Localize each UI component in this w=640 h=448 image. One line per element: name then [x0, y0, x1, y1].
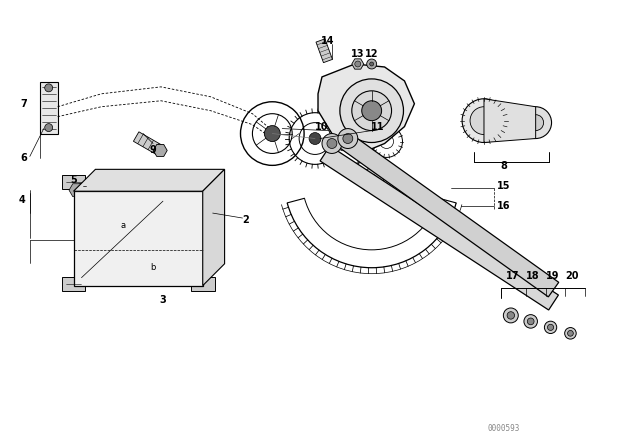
Text: 2: 2 [242, 215, 249, 225]
Text: 16: 16 [497, 201, 511, 211]
Polygon shape [69, 184, 84, 197]
Text: 13: 13 [351, 49, 365, 59]
Polygon shape [352, 59, 364, 69]
Text: 8: 8 [500, 161, 508, 171]
Polygon shape [340, 133, 559, 297]
Circle shape [45, 84, 52, 92]
Polygon shape [74, 191, 203, 286]
Text: 12: 12 [365, 49, 378, 59]
Circle shape [503, 308, 518, 323]
Text: 17: 17 [506, 271, 520, 281]
Text: 9: 9 [150, 146, 156, 155]
FancyBboxPatch shape [61, 175, 86, 189]
Circle shape [462, 99, 506, 142]
Text: 6: 6 [20, 153, 28, 164]
Circle shape [568, 331, 573, 336]
Circle shape [338, 129, 358, 148]
Text: 0000593: 0000593 [488, 424, 520, 433]
Text: 14: 14 [321, 36, 335, 46]
Polygon shape [316, 39, 332, 63]
Circle shape [528, 115, 543, 130]
Circle shape [343, 134, 353, 143]
Circle shape [327, 138, 337, 148]
Polygon shape [74, 169, 225, 191]
Text: 20: 20 [566, 271, 579, 281]
Text: 5: 5 [70, 175, 77, 185]
Circle shape [370, 62, 374, 66]
Circle shape [352, 91, 392, 130]
Circle shape [362, 101, 381, 121]
Ellipse shape [171, 224, 179, 252]
Polygon shape [318, 64, 415, 151]
Text: b: b [150, 263, 156, 272]
Circle shape [545, 321, 557, 333]
Polygon shape [484, 99, 536, 142]
Circle shape [360, 168, 383, 192]
Text: 10: 10 [316, 121, 329, 132]
Text: 3: 3 [159, 294, 166, 305]
Circle shape [340, 79, 403, 142]
Text: 11: 11 [371, 121, 385, 132]
Polygon shape [320, 146, 559, 310]
Polygon shape [75, 178, 99, 195]
Text: 15: 15 [497, 181, 511, 191]
Polygon shape [203, 169, 225, 286]
Text: 19: 19 [546, 271, 559, 281]
Circle shape [365, 174, 378, 186]
Circle shape [547, 324, 554, 331]
Circle shape [524, 314, 538, 328]
Circle shape [507, 312, 515, 319]
FancyBboxPatch shape [191, 175, 214, 189]
Circle shape [355, 61, 361, 67]
Circle shape [527, 318, 534, 325]
Text: 18: 18 [526, 271, 540, 281]
Circle shape [470, 107, 498, 134]
Circle shape [45, 124, 52, 132]
Polygon shape [133, 132, 163, 155]
Text: a: a [121, 221, 126, 230]
Circle shape [564, 327, 576, 339]
Text: 7: 7 [20, 99, 28, 109]
Polygon shape [40, 82, 58, 134]
FancyBboxPatch shape [61, 277, 86, 291]
Circle shape [520, 107, 552, 138]
Text: 4: 4 [19, 195, 25, 205]
Circle shape [264, 125, 280, 142]
Circle shape [309, 133, 321, 145]
Circle shape [367, 59, 377, 69]
Polygon shape [154, 144, 167, 156]
FancyBboxPatch shape [191, 277, 214, 291]
Circle shape [322, 134, 342, 154]
